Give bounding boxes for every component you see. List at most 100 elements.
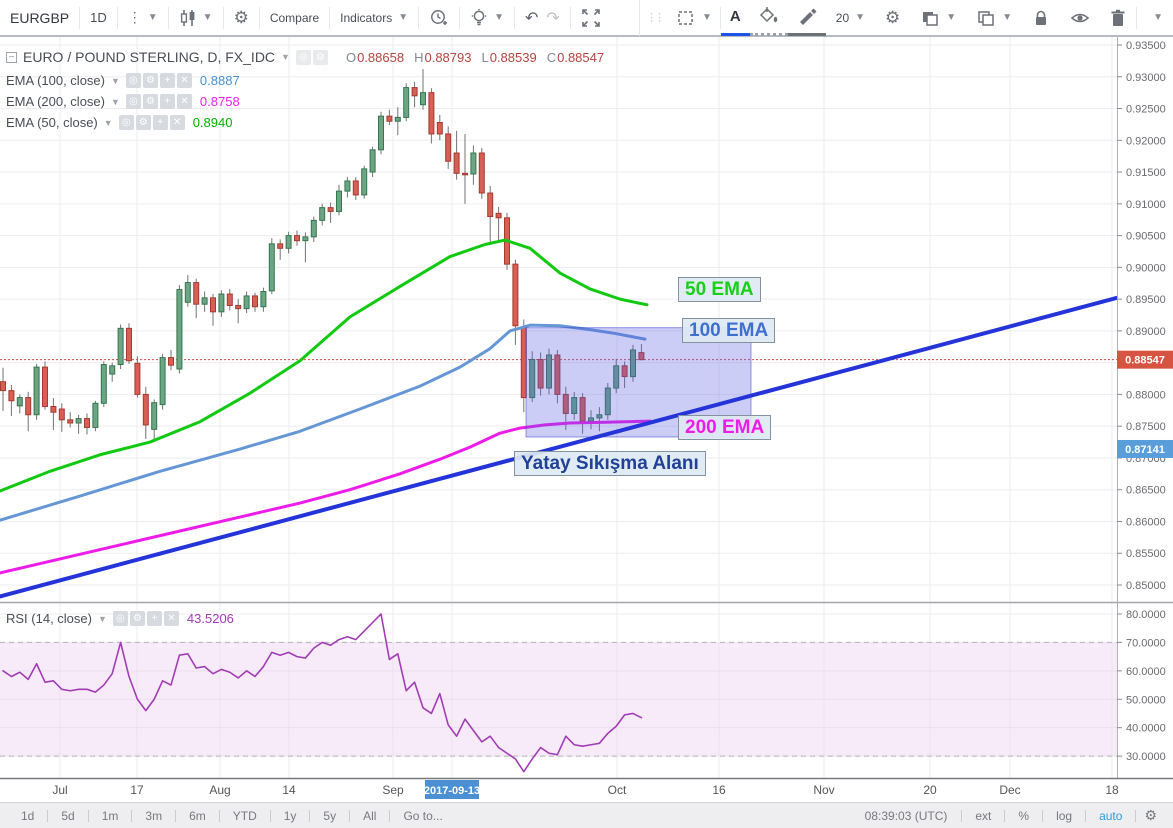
symbol-legend: − EURO / POUND STERLING, D, FX_IDC ▼ ◎ ⚙…	[6, 49, 604, 65]
compare-button[interactable]: Compare	[260, 0, 329, 36]
candles-layer	[0, 69, 645, 441]
range-tab-5y[interactable]: 5y	[323, 808, 337, 823]
add-indicator-button[interactable]: +	[146, 611, 162, 626]
annotation-200ema[interactable]: 200 EMA	[678, 415, 772, 440]
axis-toggles: 08:39:03 (UTC) ext % log auto ⚙	[851, 807, 1165, 824]
chevron-down-icon: ▼	[946, 12, 957, 23]
chart-area[interactable]: 0.93500 0.93000 0.92500 0.92000 0.91500 0.910…	[0, 37, 1173, 828]
chevron-down-icon[interactable]: ▼	[103, 117, 113, 128]
selection-mode-button[interactable]: ▼	[668, 0, 720, 36]
redo-button[interactable]: ↷	[542, 0, 569, 36]
symbol-button[interactable]: EURGBP	[0, 0, 79, 36]
hide-indicator-button[interactable]: ◎	[125, 94, 141, 109]
toggle-ext[interactable]: ext	[975, 808, 992, 823]
interval-label: 1D	[90, 10, 107, 25]
range-tab-1y[interactable]: 1y	[283, 808, 297, 823]
remove-indicator-button[interactable]: ✕	[176, 94, 192, 109]
toggle-log[interactable]: log	[1056, 808, 1073, 823]
hide-series-button[interactable]: ◎	[295, 49, 311, 65]
copy-icon	[976, 9, 996, 27]
remove-indicator-button[interactable]: ✕	[169, 115, 185, 130]
series-settings-button[interactable]: ⚙	[312, 49, 328, 65]
text-color-button[interactable]: A	[720, 0, 750, 36]
range-tab-3m[interactable]: 3m	[145, 808, 163, 823]
interval-menu-button[interactable]: ⋮ ▼	[118, 0, 168, 36]
indicators-button[interactable]: Indicators ▼	[330, 0, 418, 36]
hide-indicator-button[interactable]: ◎	[125, 73, 141, 88]
clone-button[interactable]: ▼	[966, 0, 1022, 36]
fill-color-button[interactable]	[749, 0, 788, 36]
toolbar-more-button[interactable]: ▼	[1137, 0, 1173, 36]
time-axis-label: 16	[712, 783, 726, 797]
add-indicator-button[interactable]: +	[159, 94, 175, 109]
trendline[interactable]	[0, 295, 1117, 599]
time-axis-label: Aug	[209, 783, 230, 797]
time-axis-label: 20	[923, 783, 937, 797]
remove-indicator-button[interactable]: ✕	[163, 611, 179, 626]
range-tab-1d[interactable]: 1d	[21, 808, 35, 823]
ema200-line	[0, 419, 652, 575]
hide-drawings-button[interactable]	[1060, 0, 1100, 36]
indicator-settings-button[interactable]: ⚙	[142, 94, 158, 109]
indicator-settings-button[interactable]: ⚙	[142, 73, 158, 88]
chart-properties-button[interactable]: ⚙	[224, 0, 259, 36]
date-badge-label: 2017-09-13	[424, 785, 480, 797]
trend-price-badge	[1117, 439, 1173, 458]
add-alert-button[interactable]	[419, 0, 459, 36]
hide-indicator-button[interactable]: ◎	[112, 611, 128, 626]
goto-button[interactable]: Go to...	[403, 808, 443, 823]
chart-style-button[interactable]: ▼	[169, 0, 223, 36]
annotation-50ema[interactable]: 50 EMA	[678, 277, 761, 302]
fullscreen-button[interactable]	[571, 0, 611, 36]
gear-icon: ⚙	[233, 7, 249, 27]
interval-button[interactable]: 1D	[80, 0, 117, 36]
range-tabs: 1d 5d 1m 3m 6m YTD 1y 5y All Go to...	[8, 809, 456, 823]
ideas-button[interactable]: ▼	[460, 0, 514, 36]
redo-icon: ↷	[546, 9, 560, 27]
collapse-icon[interactable]: −	[6, 51, 17, 63]
price-axis-label: 0.86000	[1126, 516, 1166, 528]
price-axis-label: 0.88000	[1126, 389, 1166, 401]
indicators-label: Indicators	[340, 10, 393, 25]
range-tab-6m[interactable]: 6m	[189, 808, 206, 823]
range-tab-YTD[interactable]: YTD	[232, 808, 257, 823]
clock-label[interactable]: 08:39:03 (UTC)	[864, 808, 948, 823]
rsi-axis-label: 50.0000	[1126, 694, 1166, 706]
chevron-down-icon[interactable]: ▼	[111, 96, 120, 107]
toolbar-drag-handle[interactable]: ⋮⋮	[640, 0, 668, 36]
add-indicator-button[interactable]: +	[159, 73, 175, 88]
brush-button[interactable]	[787, 0, 826, 36]
annotation-squeeze[interactable]: Yatay Sıkışma Alanı	[514, 451, 706, 476]
trash-icon	[1110, 9, 1126, 27]
bottom-toolbar: 1d 5d 1m 3m 6m YTD 1y 5y All Go to... 08:39:03 (U…	[0, 802, 1173, 828]
rsi-axis-label: 70.0000	[1126, 637, 1166, 649]
lock-drawings-button[interactable]	[1022, 0, 1060, 36]
indicator-settings-button[interactable]: ⚙	[135, 115, 151, 130]
add-indicator-button[interactable]: +	[152, 115, 168, 130]
indicator-name: EMA (200, close)	[6, 94, 105, 109]
toggle-auto[interactable]: auto	[1099, 808, 1123, 823]
remove-drawings-button[interactable]	[1100, 0, 1136, 36]
hide-indicator-button[interactable]: ◎	[118, 115, 134, 130]
chevron-down-icon[interactable]: ▼	[281, 52, 290, 62]
gear-icon[interactable]: ⚙	[1144, 807, 1157, 823]
undo-button[interactable]: ↶	[515, 0, 542, 36]
time-axis-label: 17	[130, 783, 144, 797]
toggle-percent[interactable]: %	[1018, 808, 1030, 823]
chevron-down-icon[interactable]: ▼	[111, 75, 120, 86]
layers-button[interactable]: ▼	[910, 0, 966, 36]
time-axis-label: 14	[282, 783, 296, 797]
chart-canvas[interactable]: 0.93500 0.93000 0.92500 0.92000 0.91500 0.910…	[0, 37, 1173, 828]
range-tab-All[interactable]: All	[363, 808, 377, 823]
remove-indicator-button[interactable]: ✕	[176, 73, 192, 88]
indicator-settings-button[interactable]: ⚙	[129, 611, 145, 626]
indicator-name: RSI (14, close)	[6, 611, 92, 626]
trend-price-badge-label: 0.87141	[1125, 444, 1165, 456]
drawing-settings-button[interactable]: ⚙	[875, 0, 910, 36]
annotation-100ema[interactable]: 100 EMA	[682, 318, 776, 343]
fullscreen-icon	[581, 8, 601, 28]
range-tab-5d[interactable]: 5d	[61, 808, 75, 823]
range-tab-1m[interactable]: 1m	[101, 808, 119, 823]
line-width-button[interactable]: 20 ▼	[826, 0, 875, 36]
chevron-down-icon[interactable]: ▼	[97, 613, 107, 624]
